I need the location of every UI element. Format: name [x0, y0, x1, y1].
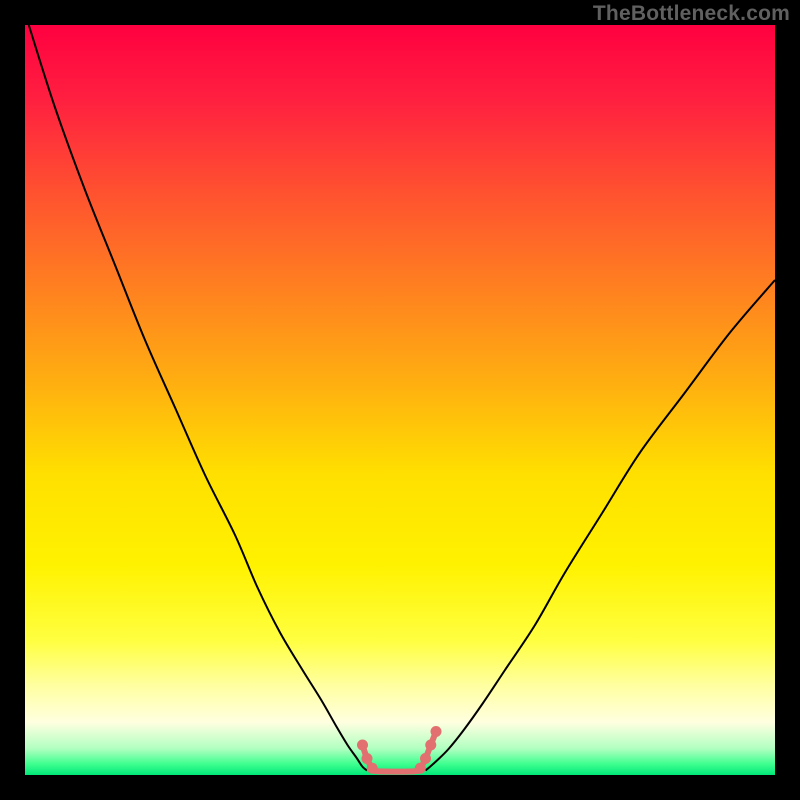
plot-area — [25, 25, 775, 775]
trough-marker — [420, 753, 431, 764]
trough-marker — [367, 763, 378, 774]
trough-marker — [415, 763, 426, 774]
trough-marker — [425, 740, 436, 751]
watermark-label: TheBottleneck.com — [593, 2, 790, 26]
gradient-background — [25, 25, 775, 775]
trough-marker — [357, 740, 368, 751]
chart-svg — [25, 25, 775, 775]
trough-marker — [431, 726, 442, 737]
chart-frame: TheBottleneck.com — [0, 0, 800, 800]
trough-marker — [362, 753, 373, 764]
